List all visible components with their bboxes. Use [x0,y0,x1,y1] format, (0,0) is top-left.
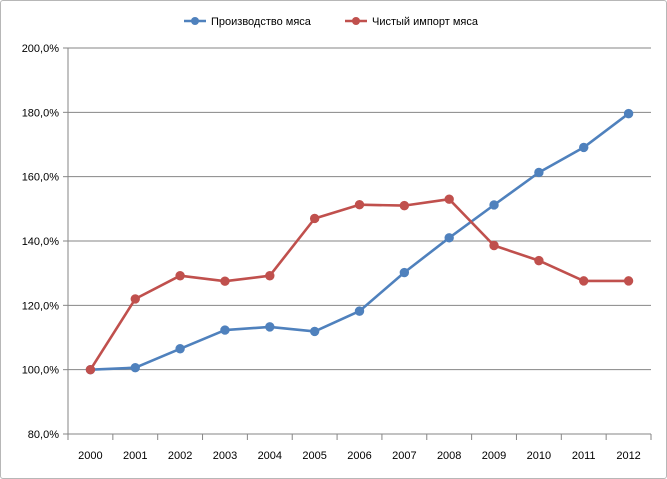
x-tick-label: 2005 [302,450,326,462]
data-point [579,142,589,153]
y-tick-label: 200,0% [22,43,60,55]
y-tick-label: 100,0% [22,365,60,377]
legend-marker [352,17,360,25]
data-point [579,276,589,286]
data-point [623,276,634,286]
x-tick-label: 2000 [78,450,102,462]
data-point [534,255,544,266]
data-point [354,199,365,210]
data-point [399,267,410,278]
x-tick-label: 2004 [258,450,282,462]
y-tick-label: 80,0% [28,429,59,441]
x-tick-label: 2011 [572,450,596,462]
gridlines [68,47,651,371]
data-point [175,271,185,281]
data-point [309,213,320,224]
data-point [220,276,230,286]
data-point [220,325,230,335]
data-point [130,363,140,373]
data-point [444,194,454,204]
x-tick-label: 2012 [616,450,640,462]
x-tick-label: 2006 [347,450,371,462]
y-tick-label: 140,0% [22,236,60,248]
data-point [534,167,544,178]
data-point [489,240,499,251]
y-tick-label: 180,0% [22,107,60,119]
data-point [85,364,96,375]
legend: Производство мяса Чистый импорт мяса [184,16,479,28]
legend-item: Чистый импорт мяса [345,16,479,28]
data-point [623,108,634,119]
x-tick-label: 2009 [482,450,506,462]
axes [63,47,652,440]
legend-item: Производство мяса [184,16,312,28]
legend-label: Производство мяса [211,16,312,28]
data-point [309,326,320,337]
series-line [89,197,630,372]
data-point [354,306,365,316]
series-1 [85,108,634,375]
y-tick-label: 160,0% [22,172,60,184]
data-point [175,344,185,354]
data-point [444,233,454,243]
data-point [489,200,499,210]
data-point [399,200,410,211]
x-tick-label: 2001 [123,450,147,462]
series-2 [85,194,634,375]
x-tick-labels: 2000 2001 2002 2003 2004 2005 2006 2007 2008 2009… [78,450,641,462]
x-tick-label: 2002 [168,450,192,462]
x-tick-label: 2007 [392,450,416,462]
data-point [130,294,140,304]
y-tick-labels: 80,0% 100,0% 120,0% 140,0% 160,0% 180,0% 200,0… [22,43,60,441]
data-point [265,271,275,281]
legend-marker [191,17,199,25]
series [85,108,634,375]
x-tick-label: 2008 [437,450,461,462]
x-tick-label: 2010 [527,450,551,462]
data-point [265,322,275,332]
series-line [89,112,630,372]
legend-label: Чистый импорт мяса [372,16,479,28]
y-tick-label: 120,0% [22,300,60,312]
x-tick-label: 2003 [213,450,237,462]
